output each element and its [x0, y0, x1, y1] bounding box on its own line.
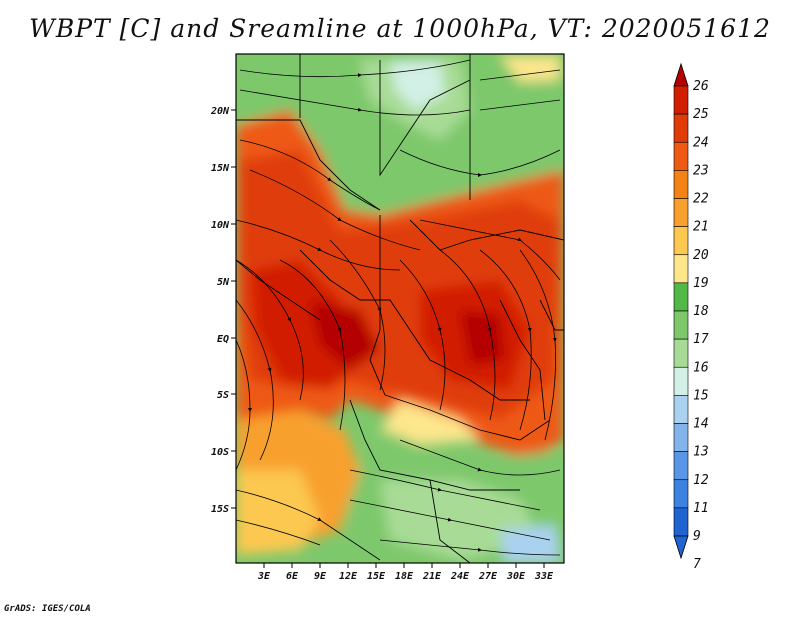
- lon-tick-label: 6E: [286, 571, 299, 582]
- colorbar-segment: [673, 85, 689, 115]
- colorbar-segment: [673, 507, 689, 537]
- lon-tick-label: 24E: [450, 571, 470, 582]
- colorbar-segment: [673, 366, 689, 396]
- colorbar-label: 19: [693, 276, 709, 291]
- colorbar-label: 13: [693, 445, 709, 460]
- colorbar-label: 7: [693, 557, 701, 572]
- colorbar: 26 25 24 23 22 21 20 19 18 17 16 15 14 13 12 11 9 7: [673, 62, 709, 572]
- colorbar-label: 11: [693, 501, 709, 516]
- lat-tick-label: 20N: [210, 106, 230, 117]
- latitude-axis: 20N 15N 10N 5N EQ 5S 10S 15S: [210, 106, 236, 515]
- colorbar-segment: [673, 113, 689, 143]
- wbpt-field: [236, 54, 564, 563]
- colorbar-segment: [673, 141, 689, 171]
- colorbar-label: 16: [693, 360, 709, 375]
- colorbar-label: 14: [693, 417, 709, 432]
- lat-tick-label: 15S: [211, 504, 229, 515]
- colorbar-bottom-arrow: [673, 535, 689, 560]
- lat-tick-label: 5S: [217, 390, 229, 401]
- map-title: WBPT [C] and Sreamline at 1000hPa, VT: 2…: [29, 14, 771, 43]
- colorbar-segment: [673, 479, 689, 509]
- colorbar-segment: [673, 170, 689, 199]
- colorbar-label: 20: [693, 248, 709, 263]
- colorbar-label: 26: [693, 79, 709, 94]
- map-frame: [235, 53, 565, 564]
- lon-tick-label: 33E: [534, 571, 554, 582]
- lat-tick-label: 15N: [211, 163, 230, 174]
- colorbar-segment: [673, 226, 689, 256]
- colorbar-segment: [673, 254, 689, 284]
- colorbar-label: 25: [693, 107, 709, 122]
- colorbar-label: 9: [693, 529, 701, 544]
- lon-tick-label: 27E: [478, 571, 498, 582]
- colorbar-label: 18: [693, 304, 709, 319]
- lon-tick-label: 3E: [257, 571, 271, 582]
- lon-tick-label: 15E: [367, 571, 386, 582]
- colorbar-label: 15: [693, 388, 709, 403]
- lon-tick-label: 30E: [506, 571, 526, 582]
- colorbar-segment: [673, 198, 689, 227]
- colorbar-label: 24: [693, 135, 709, 150]
- colorbar-label: 12: [693, 473, 709, 488]
- lat-tick-label: EQ: [217, 334, 229, 345]
- footer-credit: GrADS: IGES/COLA: [4, 604, 91, 614]
- colorbar-top-arrow: [673, 62, 689, 87]
- longitude-axis: 3E 6E 9E 12E 15E 18E 21E 24E 27E 30E 33E: [257, 563, 554, 582]
- colorbar-segment: [673, 282, 689, 312]
- colorbar-segment: [673, 338, 689, 368]
- lat-tick-label: 10N: [211, 220, 230, 231]
- colorbar-label: 21: [693, 220, 709, 235]
- colorbar-segment: [673, 395, 689, 424]
- colorbar-segment: [673, 423, 689, 452]
- colorbar-segment: [673, 451, 689, 481]
- colorbar-label: 23: [693, 163, 709, 178]
- lat-tick-label: 5N: [217, 277, 230, 288]
- lon-tick-label: 18E: [395, 571, 414, 582]
- colorbar-label: 22: [693, 192, 709, 207]
- colorbar-label: 17: [693, 332, 709, 347]
- lat-tick-label: 10S: [211, 447, 229, 458]
- lon-tick-label: 12E: [339, 571, 358, 582]
- colorbar-segment: [673, 310, 689, 340]
- lon-tick-label: 21E: [422, 571, 442, 582]
- lon-tick-label: 9E: [314, 571, 327, 582]
